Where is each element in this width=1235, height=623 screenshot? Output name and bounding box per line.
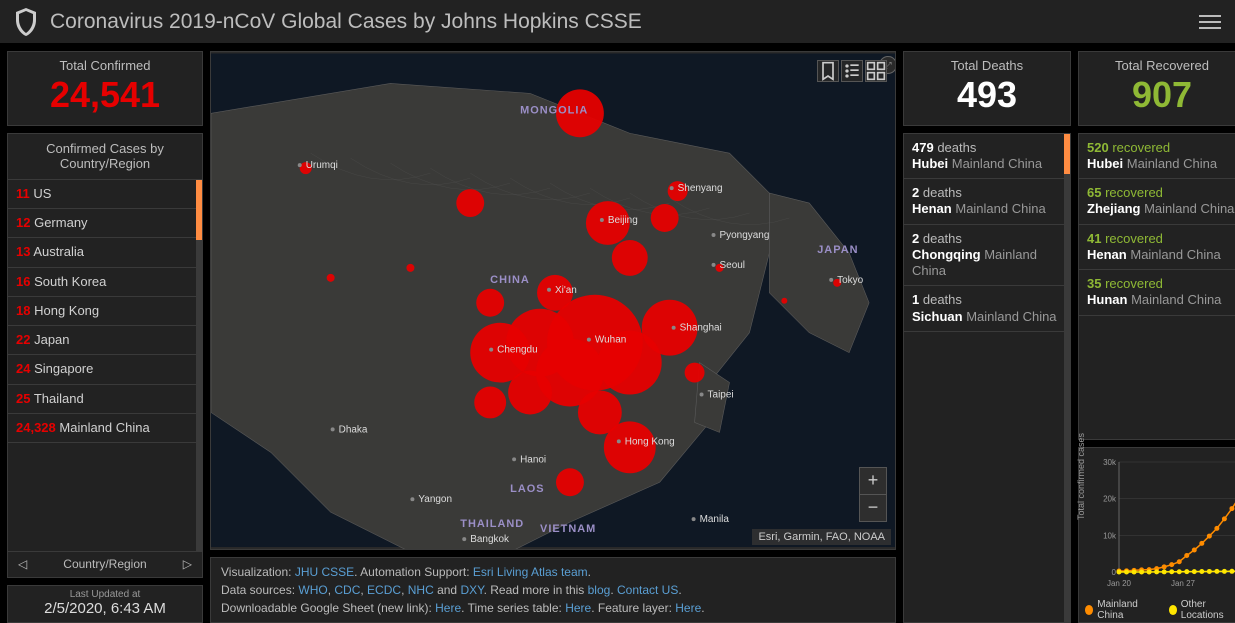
list-item[interactable]: 479 deathsHubei Mainland China — [904, 134, 1070, 180]
last-updated-label: Last Updated at — [8, 589, 202, 600]
list-item[interactable]: 41 recoveredHenan Mainland China — [1079, 225, 1235, 271]
legend-item: Mainland China — [1085, 599, 1155, 621]
timeseries-chart: Total confirmed cases 010k20k30kJan 20Ja… — [1078, 447, 1235, 623]
list-item[interactable]: 12 Germany — [8, 209, 202, 238]
svg-text:Tokyo: Tokyo — [837, 275, 863, 286]
svg-text:Beijing: Beijing — [608, 215, 638, 226]
chart-legend: Mainland China Other Locations — [1085, 599, 1235, 621]
link-layer[interactable]: Here — [675, 601, 701, 615]
header: Coronavirus 2019-nCoV Global Cases by Jo… — [0, 0, 1235, 44]
svg-text:0: 0 — [1112, 568, 1117, 577]
list-item[interactable]: 25 Thailand — [8, 385, 202, 414]
link-esri[interactable]: Esri Living Atlas team — [473, 565, 588, 579]
page-title: Coronavirus 2019-nCoV Global Cases by Jo… — [50, 10, 1199, 34]
scrollbar-track[interactable] — [1064, 134, 1070, 622]
scrollbar-thumb[interactable] — [1064, 134, 1070, 174]
zoom-out-button[interactable]: − — [859, 494, 887, 522]
link-sheet[interactable]: Here — [435, 601, 461, 615]
total-deaths-label: Total Deaths — [904, 58, 1070, 73]
last-updated-value: 2/5/2020, 6:43 AM — [8, 600, 202, 617]
menu-button[interactable] — [1199, 11, 1221, 33]
link-nhc[interactable]: NHC — [408, 583, 434, 597]
list-item[interactable]: 18 Hong Kong — [8, 297, 202, 326]
last-updated-panel: Last Updated at 2/5/2020, 6:43 AM — [7, 585, 203, 623]
country-list-title: Confirmed Cases by Country/Region — [8, 134, 202, 180]
bookmark-icon[interactable] — [817, 60, 839, 82]
total-deaths-panel: Total Deaths 493 — [903, 51, 1071, 126]
svg-text:Dhaka: Dhaka — [339, 424, 368, 435]
svg-text:Xi'an: Xi'an — [555, 285, 577, 296]
svg-text:Manila: Manila — [700, 514, 730, 525]
total-recovered-value: 907 — [1079, 75, 1235, 115]
svg-text:Bangkok: Bangkok — [470, 534, 509, 545]
list-item[interactable]: 35 recoveredHunan Mainland China — [1079, 270, 1235, 316]
deaths-list-panel: 479 deathsHubei Mainland China2 deathsHe… — [903, 133, 1071, 623]
pager-prev[interactable]: ◁ — [14, 557, 31, 571]
svg-text:Hong Kong: Hong Kong — [625, 436, 675, 447]
legend-item: Other Locations — [1169, 599, 1235, 621]
total-confirmed-label: Total Confirmed — [8, 58, 202, 73]
total-deaths-value: 493 — [904, 75, 1070, 115]
svg-text:Jan 27: Jan 27 — [1171, 579, 1196, 588]
svg-text:Urumqi: Urumqi — [306, 160, 338, 171]
list-item[interactable]: 24,328 Mainland China — [8, 414, 202, 443]
svg-text:Jan 20: Jan 20 — [1107, 579, 1132, 588]
zoom-in-button[interactable]: + — [859, 467, 887, 495]
svg-text:30k: 30k — [1103, 458, 1117, 467]
total-confirmed-panel: Total Confirmed 24,541 — [7, 51, 203, 126]
svg-text:20k: 20k — [1103, 494, 1117, 503]
scrollbar-thumb[interactable] — [196, 180, 202, 240]
list-item[interactable]: 16 South Korea — [8, 268, 202, 297]
svg-text:VIETNAM: VIETNAM — [540, 523, 596, 535]
svg-text:Hanoi: Hanoi — [520, 454, 546, 465]
list-item[interactable]: 11 US — [8, 180, 202, 209]
legend-icon[interactable] — [841, 60, 863, 82]
link-jhu[interactable]: JHU CSSE — [295, 565, 354, 579]
list-item[interactable]: 520 recoveredHubei Mainland China — [1079, 134, 1235, 180]
list-item[interactable]: 2 deathsHenan Mainland China — [904, 179, 1070, 225]
svg-text:LAOS: LAOS — [510, 483, 544, 495]
map-attribution: Esri, Garmin, FAO, NOAA — [752, 529, 891, 545]
country-list-panel: Confirmed Cases by Country/Region 11 US1… — [7, 133, 203, 578]
link-ts[interactable]: Here — [565, 601, 591, 615]
map[interactable]: ⤢ MONGOLIACHINALAOSTHAILANDVIETNAMJAPANU… — [210, 51, 896, 550]
link-cdc[interactable]: CDC — [334, 583, 360, 597]
svg-text:Taipei: Taipei — [708, 389, 734, 400]
link-ecdc[interactable]: ECDC — [367, 583, 401, 597]
pager-next[interactable]: ▷ — [179, 557, 196, 571]
list-item[interactable]: 2 deathsChongqing Mainland China — [904, 225, 1070, 287]
footer-panel: Visualization: JHU CSSE. Automation Supp… — [210, 557, 896, 623]
svg-text:Wuhan: Wuhan — [595, 335, 626, 346]
pager-label: Country/Region — [63, 557, 146, 571]
list-item[interactable]: 24 Singapore — [8, 355, 202, 384]
recovered-list-panel: 520 recoveredHubei Mainland China65 reco… — [1078, 133, 1235, 440]
svg-text:Shenyang: Shenyang — [678, 183, 723, 194]
svg-text:JAPAN: JAPAN — [817, 244, 858, 256]
svg-text:CHINA: CHINA — [490, 274, 530, 286]
list-item[interactable]: 13 Australia — [8, 238, 202, 267]
svg-text:MONGOLIA: MONGOLIA — [520, 104, 588, 116]
jhu-logo — [14, 8, 38, 36]
link-contact[interactable]: Contact US — [617, 583, 678, 597]
svg-text:Chengdu: Chengdu — [497, 345, 537, 356]
total-recovered-panel: Total Recovered 907 — [1078, 51, 1235, 126]
link-blog[interactable]: blog — [588, 583, 611, 597]
list-item[interactable]: 65 recoveredZhejiang Mainland China — [1079, 179, 1235, 225]
basemap-icon[interactable] — [865, 60, 887, 82]
total-confirmed-value: 24,541 — [8, 75, 202, 115]
list-item[interactable]: 1 deathsSichuan Mainland China — [904, 286, 1070, 332]
svg-text:Yangon: Yangon — [418, 494, 452, 505]
scrollbar-track[interactable] — [196, 180, 202, 551]
svg-text:Shanghai: Shanghai — [680, 323, 722, 334]
total-recovered-label: Total Recovered — [1079, 58, 1235, 73]
svg-text:THAILAND: THAILAND — [460, 518, 524, 530]
svg-text:10k: 10k — [1103, 531, 1117, 540]
link-who[interactable]: WHO — [298, 583, 327, 597]
chart-ylabel: Total confirmed cases — [1076, 433, 1086, 520]
pager: ◁ Country/Region ▷ — [8, 551, 202, 577]
svg-text:Seoul: Seoul — [720, 260, 746, 271]
svg-text:Pyongyang: Pyongyang — [720, 230, 770, 241]
link-dxy[interactable]: DXY — [460, 583, 483, 597]
list-item[interactable]: 22 Japan — [8, 326, 202, 355]
